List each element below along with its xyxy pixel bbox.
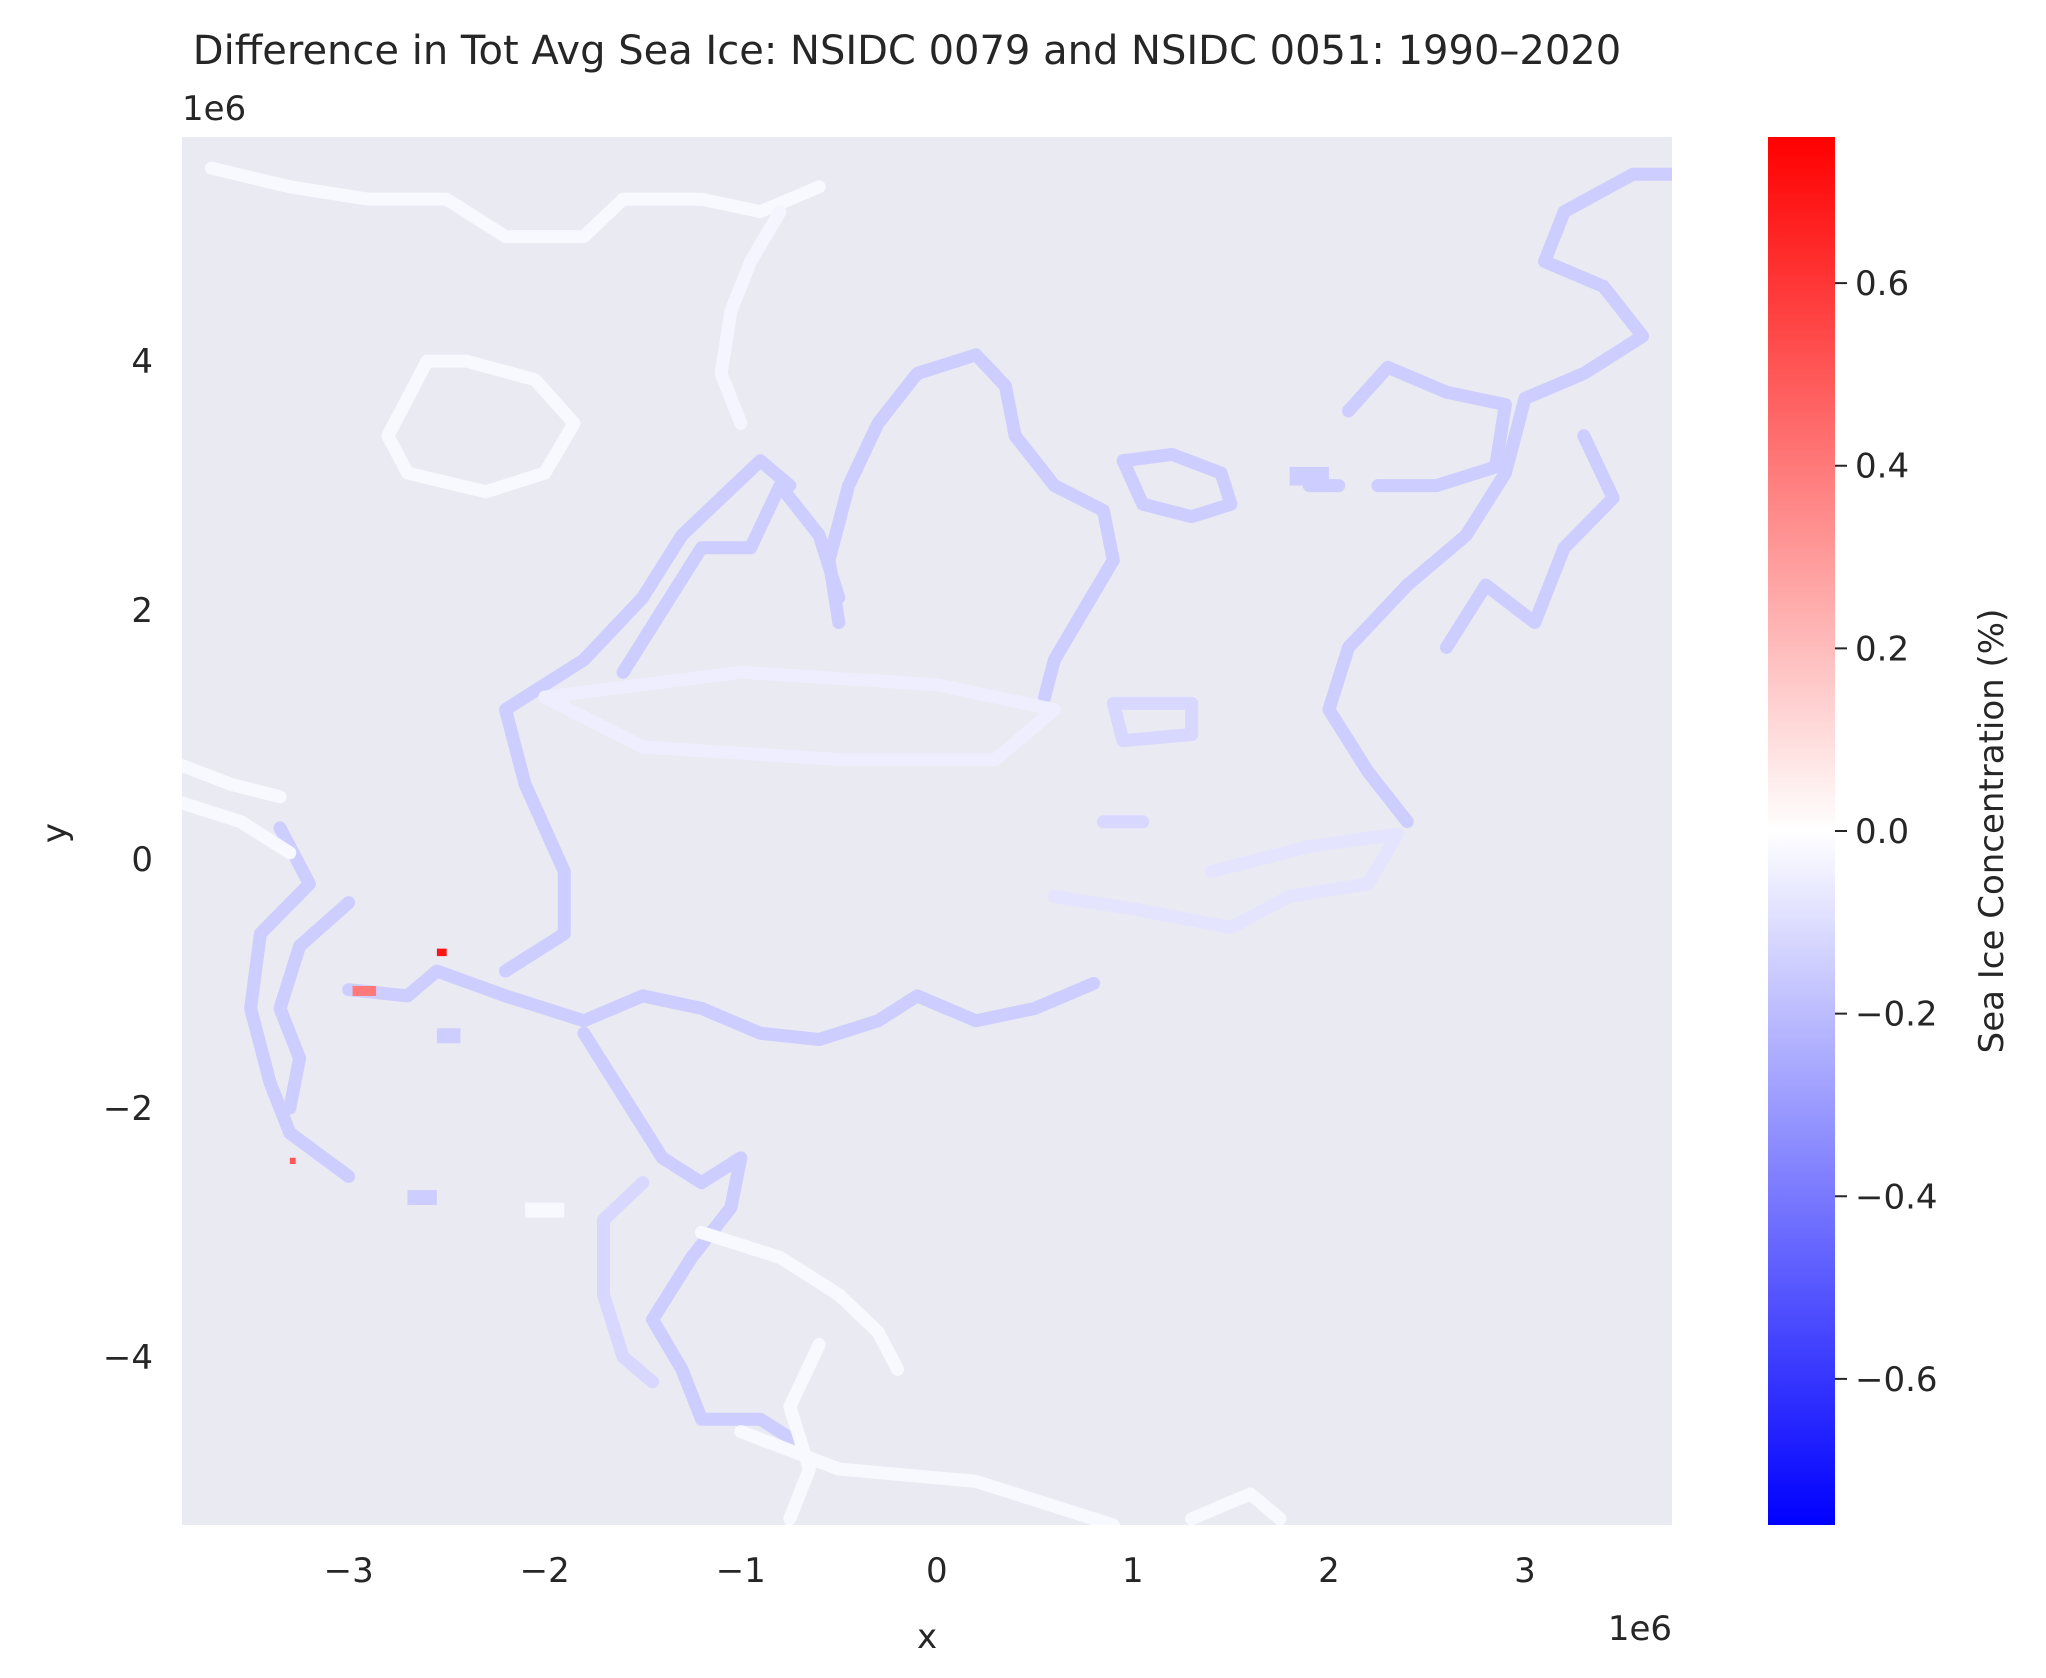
feature-svalbard: [1116, 447, 1238, 524]
feature-north-atlantic-edge-top: [204, 161, 826, 244]
y-tick-labels: −4 −2 0 2 4: [103, 342, 153, 1378]
feature-central-arctic-ocean: [538, 665, 1061, 766]
colorbar-tick-label: 0.0: [1855, 812, 1909, 852]
feature-greenland-coast: [822, 348, 1120, 704]
spot-red-spot-1: [352, 985, 377, 996]
y-tick-label: −2: [103, 1089, 153, 1129]
feature-alaska-coast: [244, 821, 356, 1183]
colorbar-ticks: 0.6 0.4 0.2 0.0 −0.2 −0.4 −0.6: [1835, 264, 1938, 1400]
y-axis-label: y: [35, 823, 75, 843]
plot-background: [182, 137, 1672, 1525]
feature-labrador-coast: [597, 1176, 659, 1389]
feature-okhotsk-edge: [695, 1226, 905, 1376]
colorbar-tick-label: 0.6: [1855, 264, 1909, 304]
x-tick-label: −2: [520, 1551, 570, 1591]
feature-new-siberian-islands: [1106, 696, 1199, 748]
feature-iceland-ring: [381, 354, 581, 499]
block-bering-block-1: [436, 1028, 461, 1044]
x-tick-label: 0: [926, 1551, 948, 1591]
feature-ellesmere-island: [616, 479, 846, 679]
feature-canadian-archipelago: [499, 454, 797, 978]
x-tick-label: 1: [1122, 1551, 1144, 1591]
feature-pacific-ice-edge-upper: [182, 759, 287, 804]
x-tick-label: 3: [1514, 1551, 1536, 1591]
colorbar-tick-label: −0.4: [1855, 1177, 1938, 1217]
colorbar-tick-label: 0.2: [1855, 629, 1909, 669]
spot-red-spot-3: [289, 1157, 296, 1164]
feature-siberia-east-coast: [1322, 167, 1672, 829]
x-tick-label: −1: [716, 1551, 766, 1591]
y-tick-label: 0: [131, 840, 153, 880]
block-labrador-block: [525, 1202, 565, 1218]
feature-novaya-zemlya: [1342, 360, 1512, 493]
feature-bering-coast: [273, 896, 356, 1115]
x-tick-label: −3: [324, 1551, 374, 1591]
feature-siberia-inner-coast: [1440, 429, 1620, 654]
y-tick-label: −4: [103, 1338, 153, 1378]
x-axis-label: x: [917, 1617, 937, 1657]
x-tick-labels: −3 −2 −1 0 1 2 3: [324, 1551, 1536, 1591]
feature-east-greenland-current: [714, 205, 787, 430]
feature-pacific-ice-edge: [182, 796, 297, 860]
y-offset-label: 1e6: [182, 89, 246, 129]
colorbar-label: Sea Ice Concentration (%): [1972, 609, 2012, 1054]
colorbar: [1768, 137, 1835, 1525]
x-offset-label: 1e6: [1608, 1609, 1672, 1649]
block-bering-block-2: [407, 1190, 437, 1206]
spot-red-spot-2: [436, 948, 447, 957]
colorbar-tick-label: −0.6: [1855, 1360, 1938, 1400]
y-tick-label: 4: [131, 342, 153, 382]
x-tick-label: 2: [1318, 1551, 1340, 1591]
y-tick-label: 2: [131, 591, 153, 631]
block-kara-block: [1289, 466, 1329, 486]
feature-okhotsk-inner: [783, 1338, 826, 1525]
colorbar-tick-label: −0.2: [1855, 995, 1938, 1035]
feature-bottom-right-edge: [1185, 1487, 1287, 1525]
colorbar-tick-label: 0.4: [1855, 447, 1909, 487]
chart-title: Difference in Tot Avg Sea Ice: NSIDC 007…: [193, 28, 1621, 74]
feature-canada-arctic-coast: [342, 964, 1101, 1046]
heatmap-features: [182, 161, 1672, 1525]
feature-barents-sea-edge: [1047, 827, 1404, 934]
